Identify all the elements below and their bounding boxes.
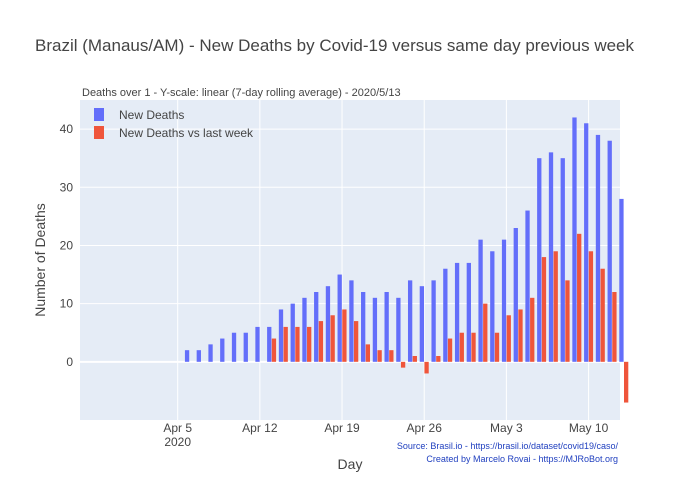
- bar-new-deaths[interactable]: [184, 350, 190, 362]
- y-tick-label: 0: [66, 355, 73, 369]
- bar-new-deaths[interactable]: [372, 297, 378, 362]
- bar-new-deaths[interactable]: [325, 286, 331, 362]
- bar-vs-last-week[interactable]: [600, 268, 605, 362]
- bar-vs-last-week[interactable]: [577, 233, 582, 362]
- bar-new-deaths[interactable]: [572, 117, 577, 362]
- bar-vs-last-week[interactable]: [483, 303, 488, 362]
- bar-new-deaths[interactable]: [231, 332, 237, 362]
- bar-vs-last-week[interactable]: [541, 257, 547, 362]
- bar-new-deaths[interactable]: [314, 292, 319, 362]
- legend[interactable]: New Deaths New Deaths vs last week: [94, 108, 254, 140]
- y-tick-label: 40: [60, 122, 74, 136]
- bar-new-deaths[interactable]: [196, 350, 201, 362]
- bar-vs-last-week[interactable]: [330, 315, 335, 362]
- bar-new-deaths[interactable]: [407, 280, 413, 362]
- bar-new-deaths[interactable]: [396, 297, 401, 362]
- y-tick-label: 30: [60, 180, 74, 194]
- bar-new-deaths[interactable]: [349, 280, 354, 362]
- bar-new-deaths[interactable]: [466, 262, 471, 362]
- bar-vs-last-week[interactable]: [353, 321, 359, 362]
- x-tick-label: Apr 5: [163, 421, 192, 435]
- bar-new-deaths[interactable]: [537, 158, 542, 362]
- bar-new-deaths[interactable]: [361, 292, 366, 362]
- bar-vs-last-week[interactable]: [459, 332, 464, 362]
- y-tick-label: 10: [60, 297, 74, 311]
- bar-new-deaths[interactable]: [560, 158, 565, 362]
- bar-vs-last-week[interactable]: [318, 321, 324, 362]
- bar-new-deaths[interactable]: [208, 344, 213, 362]
- bar-vs-last-week[interactable]: [436, 356, 441, 362]
- bar-new-deaths[interactable]: [584, 123, 589, 362]
- bar-new-deaths[interactable]: [302, 297, 307, 362]
- bar-vs-last-week[interactable]: [518, 309, 523, 362]
- y-tick-label: 20: [60, 238, 74, 252]
- bar-vs-last-week[interactable]: [588, 251, 594, 362]
- bar-new-deaths[interactable]: [419, 286, 425, 362]
- bar-vs-last-week[interactable]: [271, 338, 277, 362]
- bar-vs-last-week[interactable]: [295, 326, 300, 362]
- bar-new-deaths[interactable]: [443, 268, 448, 362]
- bar-new-deaths[interactable]: [255, 326, 260, 362]
- bar-new-deaths[interactable]: [278, 309, 284, 362]
- x-tick-label: May 10: [569, 421, 609, 435]
- bar-new-deaths[interactable]: [619, 198, 624, 362]
- plot-area: [80, 100, 620, 420]
- bar-new-deaths[interactable]: [548, 152, 554, 362]
- bar-new-deaths[interactable]: [607, 140, 612, 362]
- legend-swatch-vs-last-week: [94, 126, 104, 139]
- x-tick-label: Apr 19: [324, 421, 360, 435]
- x-tick-label: May 3: [490, 421, 523, 435]
- chart-title: Brazil (Manaus/AM) - New Deaths by Covid…: [35, 36, 635, 55]
- bar-vs-last-week[interactable]: [565, 280, 570, 362]
- legend-swatch-new-deaths: [94, 108, 104, 121]
- x-tick-sublabel: 2020: [164, 435, 191, 449]
- bar-new-deaths[interactable]: [454, 262, 460, 362]
- legend-label-new-deaths: New Deaths: [119, 108, 184, 122]
- bar-new-deaths[interactable]: [220, 338, 225, 362]
- x-axis-label: Day: [338, 456, 363, 472]
- bar-vs-last-week[interactable]: [377, 350, 382, 362]
- bar-new-deaths[interactable]: [267, 326, 272, 362]
- bar-vs-last-week[interactable]: [530, 297, 535, 362]
- bars: [184, 117, 629, 403]
- chart-subtitle: Deaths over 1 - Y-scale: linear (7-day r…: [82, 87, 401, 99]
- bar-new-deaths[interactable]: [513, 228, 518, 362]
- bar-vs-last-week[interactable]: [412, 356, 417, 362]
- source-annotation: Source: Brasil.io - https://brasil.io/da…: [397, 441, 619, 451]
- bar-new-deaths[interactable]: [243, 332, 248, 362]
- bar-new-deaths[interactable]: [595, 134, 601, 362]
- credit-annotation: Created by Marcelo Rovai - https://MJRoB…: [426, 454, 618, 464]
- bar-vs-last-week[interactable]: [400, 361, 406, 368]
- bar-vs-last-week[interactable]: [389, 350, 394, 362]
- bar-new-deaths[interactable]: [478, 239, 483, 362]
- bar-vs-last-week[interactable]: [624, 361, 629, 403]
- x-tick-label: Apr 26: [407, 421, 443, 435]
- bar-vs-last-week[interactable]: [471, 332, 476, 362]
- bar-new-deaths[interactable]: [431, 280, 436, 362]
- bar-vs-last-week[interactable]: [494, 332, 500, 362]
- bar-new-deaths[interactable]: [337, 274, 342, 362]
- legend-label-vs-last-week: New Deaths vs last week: [119, 126, 254, 140]
- bar-new-deaths[interactable]: [525, 210, 530, 362]
- bar-vs-last-week[interactable]: [506, 315, 511, 362]
- bar-vs-last-week[interactable]: [365, 344, 371, 362]
- bar-new-deaths[interactable]: [501, 239, 507, 362]
- bar-new-deaths[interactable]: [384, 292, 389, 362]
- bar-vs-last-week[interactable]: [342, 309, 347, 362]
- bar-vs-last-week[interactable]: [553, 251, 558, 362]
- bar-vs-last-week[interactable]: [283, 326, 288, 362]
- bar-new-deaths[interactable]: [290, 303, 295, 362]
- y-axis-label: Number of Deaths: [32, 203, 48, 317]
- bar-new-deaths[interactable]: [490, 251, 495, 362]
- x-tick-label: Apr 12: [242, 421, 278, 435]
- y-tick-labels: 0 10 20 30 40: [60, 122, 74, 369]
- bar-vs-last-week[interactable]: [424, 361, 429, 374]
- bar-vs-last-week[interactable]: [612, 292, 617, 362]
- bar-vs-last-week[interactable]: [447, 338, 453, 362]
- bar-vs-last-week[interactable]: [307, 326, 312, 362]
